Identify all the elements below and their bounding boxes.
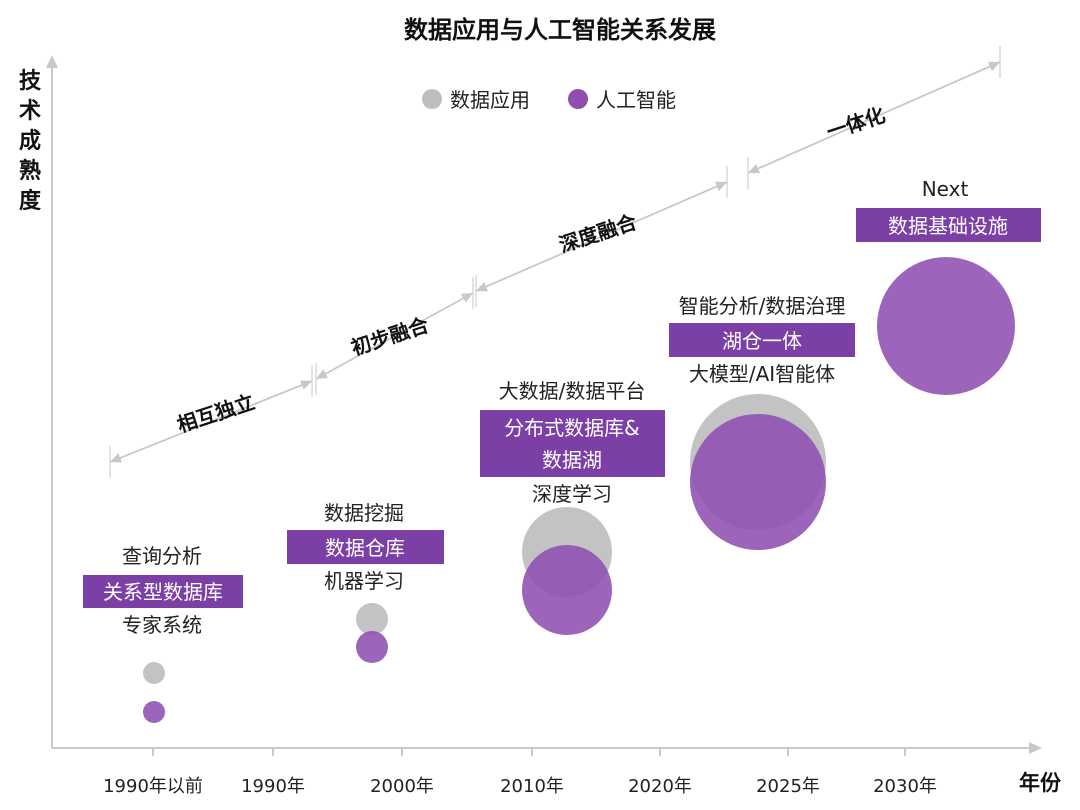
bubble-ai <box>356 631 388 663</box>
era-annotations: 查询分析 关系型数据库 专家系统 数据挖掘 数据仓库 机器学习 大数据/数据平台… <box>83 177 1041 637</box>
bubble-ai <box>522 545 612 635</box>
x-tick-label: 1990年 <box>241 776 305 797</box>
phase-label-independent: 相互独立 <box>174 390 258 438</box>
phase-arrowhead <box>748 163 761 174</box>
y-axis-label-char: 成 <box>19 129 41 154</box>
era2-top-label: 数据挖掘 <box>324 501 404 525</box>
bubble-ai <box>690 414 826 550</box>
era5-top-label: Next <box>922 177 969 201</box>
phase-arrowhead <box>476 282 489 292</box>
legend-marker-ai <box>568 89 588 109</box>
bubble-data-app <box>143 662 165 684</box>
x-tick-label: 2030年 <box>873 776 937 797</box>
phase-arrowhead <box>110 453 123 463</box>
y-axis-label-char: 术 <box>19 99 41 124</box>
era4-top-label: 智能分析/数据治理 <box>679 294 846 318</box>
y-axis-label-char: 度 <box>19 188 42 214</box>
x-tick-label: 2000年 <box>370 776 434 797</box>
era3-bottom-label: 深度学习 <box>532 482 612 506</box>
era1-top-label: 查询分析 <box>122 544 202 568</box>
phase-arrowhead <box>299 380 312 390</box>
era2-bottom-label: 机器学习 <box>324 569 404 593</box>
phase-arrowhead <box>460 293 473 303</box>
bubble-data-app <box>356 603 388 635</box>
phase-segment-line <box>109 380 313 463</box>
era2-box-label: 数据仓库 <box>325 536 405 560</box>
bubbles <box>143 257 1015 723</box>
legend-marker-data-app <box>422 89 442 109</box>
era4-bottom-label: 大模型/AI智能体 <box>689 362 835 386</box>
era3-box-label-line2: 数据湖 <box>542 448 602 472</box>
era3-box-label-line1: 分布式数据库& <box>504 416 640 440</box>
legend-label-ai: 人工智能 <box>596 88 676 112</box>
x-tick-label: 2025年 <box>756 776 820 797</box>
era2-box <box>287 530 444 564</box>
phase-arrowhead <box>987 61 1000 72</box>
x-tick-label: 2020年 <box>628 776 692 797</box>
legend-label-data-app: 数据应用 <box>450 88 530 112</box>
y-axis-label-char: 熟 <box>19 158 41 184</box>
chart-title: 数据应用与人工智能关系发展 <box>404 16 716 44</box>
x-tick-label: 2010年 <box>500 776 564 797</box>
phase-label-deep-fusion: 深度融合 <box>556 209 640 257</box>
legend: 数据应用 人工智能 <box>422 88 676 112</box>
phase-label-initial-fusion: 初步融合 <box>348 312 432 360</box>
x-axis-arrow <box>1029 742 1042 754</box>
era4-box <box>669 323 855 357</box>
x-ticks: 1990年以前 1990年 2000年 2010年 2020年 2025年 2030年 <box>103 748 937 797</box>
bubble-ai <box>143 701 165 723</box>
phase-segment-line <box>315 292 474 380</box>
era3-top-label: 大数据/数据平台 <box>499 379 646 403</box>
phase-arrowhead <box>714 181 727 191</box>
era5-box <box>856 208 1041 242</box>
y-axis-arrow <box>46 55 58 68</box>
bubble-ai <box>877 257 1015 395</box>
phase-segment-line <box>747 61 1001 174</box>
phase-segment-line <box>475 181 728 292</box>
x-tick-label: 1990年以前 <box>103 776 203 797</box>
y-axis-label-char: 技 <box>19 69 42 94</box>
x-axis-label: 年份 <box>1019 771 1062 795</box>
era4-box-label: 湖仓一体 <box>722 329 802 353</box>
era1-box-label: 关系型数据库 <box>103 580 223 604</box>
era1-box <box>83 575 243 608</box>
phase-arrowhead <box>316 369 329 379</box>
era3-box <box>480 410 665 477</box>
phase-timeline <box>109 46 1001 478</box>
era1-bottom-label: 专家系统 <box>122 613 202 637</box>
phase-label-integration: 一体化 <box>824 103 888 144</box>
era5-box-label: 数据基础设施 <box>888 214 1008 238</box>
